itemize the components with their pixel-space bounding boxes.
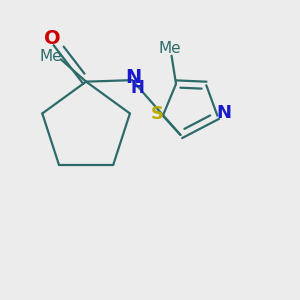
Text: O: O [44, 29, 60, 48]
Text: N: N [216, 104, 231, 122]
Text: H: H [130, 80, 145, 98]
Text: Me: Me [39, 49, 62, 64]
Text: N: N [125, 68, 142, 87]
Text: S: S [150, 105, 164, 123]
Text: Me: Me [159, 41, 182, 56]
